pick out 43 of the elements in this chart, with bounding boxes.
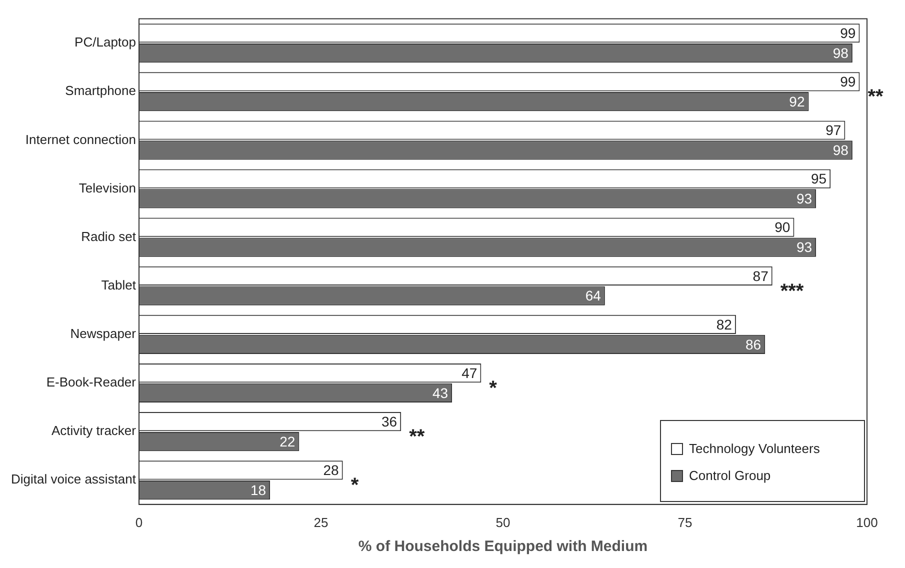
- y-tick-label: Digital voice assistant: [11, 472, 136, 487]
- y-tick-label: E-Book-Reader: [46, 374, 137, 390]
- data-label: 98: [832, 142, 849, 158]
- data-label: 97: [826, 122, 842, 138]
- data-label: 28: [323, 462, 340, 478]
- data-label: 93: [796, 239, 812, 256]
- data-label: 90: [774, 219, 790, 236]
- x-tick-label: 25: [314, 514, 328, 530]
- data-label: 98: [832, 44, 849, 61]
- data-label: 99: [840, 74, 856, 90]
- data-label: 47: [462, 364, 478, 381]
- y-tick-label: Smartphone: [65, 83, 136, 98]
- legend: Technology Volunteers Control Group: [660, 420, 865, 502]
- data-label: 93: [796, 190, 812, 207]
- y-tick-label: Internet connection: [25, 132, 136, 147]
- x-tick-label: 50: [496, 514, 510, 530]
- data-label: 18: [250, 482, 266, 498]
- data-label: 87: [752, 268, 769, 284]
- annotation: **: [409, 426, 425, 448]
- x-tick-label: 0: [135, 514, 143, 530]
- data-label: 92: [789, 93, 805, 110]
- annotation: *: [350, 474, 359, 497]
- data-label: 36: [382, 413, 398, 430]
- data-label: 99: [840, 24, 856, 41]
- y-tick-label: PC/Laptop: [74, 34, 136, 50]
- annotation: ***: [780, 280, 804, 302]
- data-label: 22: [280, 433, 296, 450]
- legend-label: Control Group: [689, 468, 771, 484]
- x-axis-title: % of Households Equipped with Medium: [358, 538, 648, 556]
- x-tick-label: 75: [678, 514, 692, 530]
- y-tick-label: Activity tracker: [51, 423, 137, 438]
- data-label: 86: [746, 336, 762, 352]
- text: **: [868, 86, 884, 108]
- y-tick-label: Television: [78, 180, 136, 196]
- y-tick-label: Tablet: [101, 277, 136, 292]
- annotation: *: [489, 378, 498, 400]
- data-label: 82: [716, 316, 732, 332]
- data-label: 43: [432, 384, 448, 401]
- data-label: 95: [811, 170, 827, 187]
- y-tick-label: Newspaper: [70, 326, 137, 342]
- y-tick-label: Radio set: [81, 228, 136, 244]
- x-tick-label: 100: [856, 514, 878, 530]
- data-label: 64: [585, 288, 602, 304]
